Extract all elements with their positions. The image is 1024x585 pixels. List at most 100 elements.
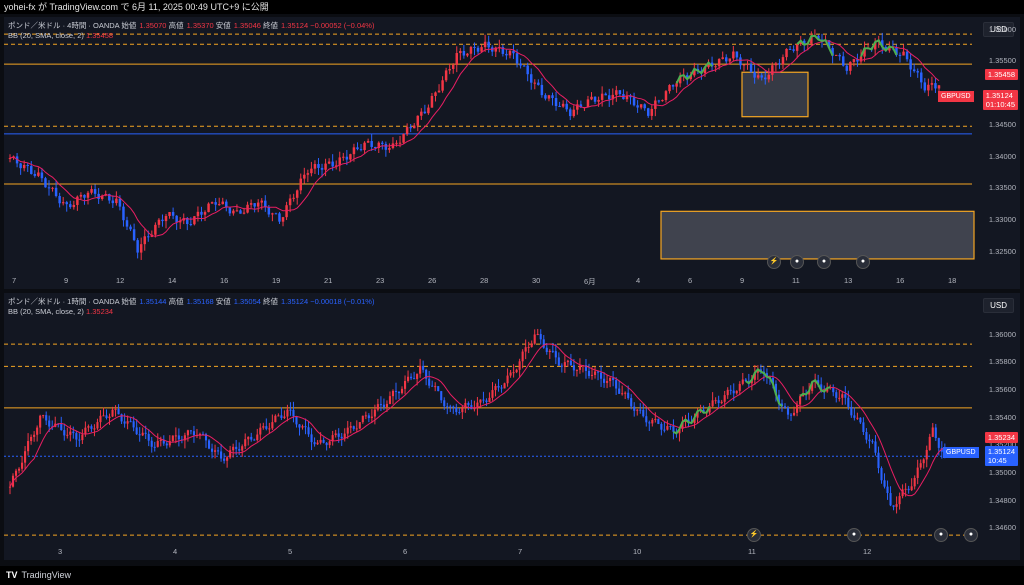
candle xyxy=(593,96,597,102)
footer-bar: TV TradingView xyxy=(0,566,1024,585)
chart-panel-1h[interactable]: ポンド／米ドル · 1時間 · OANDA 始値 1.35144 高値 1.3516… xyxy=(4,293,1020,560)
candle xyxy=(834,54,838,56)
time-tick: 28 xyxy=(480,276,489,285)
candle xyxy=(554,351,557,358)
candle xyxy=(428,378,431,386)
time-tick: 9 xyxy=(64,276,69,285)
candle xyxy=(596,371,600,373)
candle xyxy=(669,426,672,428)
candle xyxy=(895,47,898,55)
candle xyxy=(455,407,458,413)
candle xyxy=(280,415,283,419)
candle xyxy=(147,433,150,441)
candle xyxy=(320,167,324,170)
candle xyxy=(298,424,301,428)
candle xyxy=(379,404,382,406)
candle xyxy=(425,369,428,379)
candle xyxy=(44,178,47,188)
candle xyxy=(96,422,99,429)
candle xyxy=(923,82,927,91)
symbol-tag: GBPUSD xyxy=(938,91,974,102)
candle xyxy=(827,40,831,48)
candle xyxy=(42,415,45,417)
candle xyxy=(186,217,189,225)
candle xyxy=(859,417,862,423)
us-flag-event-icon[interactable]: ● xyxy=(964,528,978,542)
candle xyxy=(536,333,539,335)
candle xyxy=(611,94,615,100)
candle xyxy=(488,397,491,402)
candle xyxy=(597,99,600,102)
candle xyxy=(210,448,214,452)
uk-flag-event-icon[interactable]: ● xyxy=(817,255,831,269)
lightning-event-icon[interactable]: ⚡ xyxy=(767,255,781,269)
candle xyxy=(892,505,895,507)
swing-line xyxy=(796,34,834,57)
candle xyxy=(874,441,877,453)
price-tick: 1.33500 xyxy=(988,183,1016,193)
candle xyxy=(178,220,182,223)
candle xyxy=(385,403,389,408)
candle xyxy=(343,433,346,439)
candle xyxy=(774,63,778,66)
candle xyxy=(105,415,108,419)
price-axis-1h[interactable]: 1.36000 1.35800 1.35600 1.35400 1.35200 1.350… xyxy=(974,293,1020,542)
candle xyxy=(382,404,385,408)
candle xyxy=(856,59,859,62)
candle xyxy=(22,164,26,169)
candle xyxy=(139,244,143,253)
us-flag-event-icon[interactable]: ● xyxy=(847,528,861,542)
currency-button[interactable]: USD xyxy=(983,22,1014,37)
candle xyxy=(126,421,129,424)
price-tick: 1.34000 xyxy=(988,151,1016,161)
currency-button[interactable]: USD xyxy=(983,298,1014,313)
legend-open: 1.35070 xyxy=(139,21,167,30)
candle xyxy=(501,47,505,54)
candle xyxy=(832,387,835,393)
candle xyxy=(413,378,416,380)
legend-bb-4h[interactable]: BB (20, SMA, close, 2) 1.35458 xyxy=(8,31,113,40)
candle xyxy=(586,99,590,108)
candle xyxy=(482,399,485,401)
candle xyxy=(416,373,419,379)
chart-canvas-1h[interactable] xyxy=(4,293,1020,560)
candle xyxy=(201,433,205,435)
uk-flag-event-icon[interactable]: ● xyxy=(934,528,948,542)
chart-panel-4h[interactable]: ポンド／米ドル · 4時間 · OANDA 始値 1.35070 高値 1.3537… xyxy=(4,17,1020,289)
legend-bb-1h[interactable]: BB (20, SMA, close, 2) 1.35234 xyxy=(8,307,113,316)
candle xyxy=(518,361,521,370)
candle xyxy=(448,68,451,71)
candle xyxy=(491,390,494,398)
tradingview-logo-icon[interactable]: TV xyxy=(6,570,18,580)
candle xyxy=(850,406,853,416)
candle xyxy=(17,468,21,471)
candle xyxy=(97,193,100,199)
candle xyxy=(636,409,639,411)
price-axis-4h[interactable]: 1.360001.355001.350001.345001.340001.335… xyxy=(974,17,1020,271)
us-flag-event-icon[interactable]: ● xyxy=(790,255,804,269)
candle xyxy=(125,220,129,227)
candle xyxy=(645,416,648,423)
swing-line xyxy=(675,61,713,84)
candle xyxy=(54,187,58,197)
time-tick: 19 xyxy=(272,276,281,285)
chart-canvas-4h[interactable] xyxy=(4,17,1020,289)
candle xyxy=(845,65,849,71)
candle xyxy=(693,68,696,76)
sma-line xyxy=(9,343,945,497)
candle xyxy=(524,347,527,352)
candle xyxy=(288,198,292,206)
price-tick: 1.34600 xyxy=(988,523,1016,533)
candle xyxy=(72,431,75,434)
candle xyxy=(515,369,518,373)
legend-low-label: 安値 xyxy=(215,21,231,30)
candle xyxy=(189,224,193,226)
lightning-event-icon[interactable]: ⚡ xyxy=(747,528,761,542)
candle xyxy=(361,415,364,423)
us-flag-event-icon[interactable]: ● xyxy=(856,255,870,269)
candle xyxy=(412,125,416,129)
candle xyxy=(21,462,24,469)
candle xyxy=(476,47,480,52)
legend-change: −0.00052 (−0.04%) xyxy=(310,21,375,30)
